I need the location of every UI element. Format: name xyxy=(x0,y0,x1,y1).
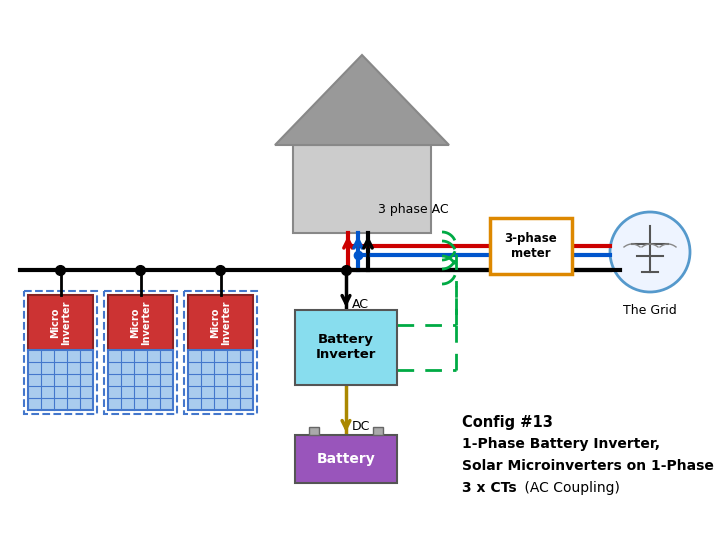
Text: 3-phase
meter: 3-phase meter xyxy=(505,232,557,260)
Polygon shape xyxy=(275,55,449,145)
Bar xyxy=(24,291,97,414)
Bar xyxy=(309,427,319,435)
Text: Micro
Inverter: Micro Inverter xyxy=(130,300,151,345)
Text: AC: AC xyxy=(352,298,369,310)
Bar xyxy=(108,295,173,350)
Bar xyxy=(295,435,397,483)
Text: Battery: Battery xyxy=(317,452,375,466)
Text: The Grid: The Grid xyxy=(623,304,677,317)
Text: Config #13: Config #13 xyxy=(462,415,553,430)
Text: Micro
Inverter: Micro Inverter xyxy=(50,300,71,345)
Text: Battery
Inverter: Battery Inverter xyxy=(316,334,376,361)
Text: Solar Microinverters on 1-Phase: Solar Microinverters on 1-Phase xyxy=(462,459,714,473)
Bar xyxy=(28,295,93,350)
Bar xyxy=(293,145,431,233)
Bar xyxy=(184,291,257,414)
Text: (AC Coupling): (AC Coupling) xyxy=(520,481,620,495)
Bar xyxy=(28,350,93,410)
Text: DC: DC xyxy=(352,421,370,434)
Bar xyxy=(188,295,253,350)
Circle shape xyxy=(610,212,690,292)
Bar xyxy=(373,427,383,435)
Bar xyxy=(108,350,173,410)
Bar xyxy=(104,291,177,414)
Bar xyxy=(490,218,572,274)
Text: 3 x CTs: 3 x CTs xyxy=(462,481,517,495)
Text: Micro
Inverter: Micro Inverter xyxy=(210,300,231,345)
Bar xyxy=(295,310,397,385)
Text: 1-Phase Battery Inverter,: 1-Phase Battery Inverter, xyxy=(462,437,660,451)
Text: 3 phase AC: 3 phase AC xyxy=(378,204,449,217)
Bar xyxy=(188,350,253,410)
